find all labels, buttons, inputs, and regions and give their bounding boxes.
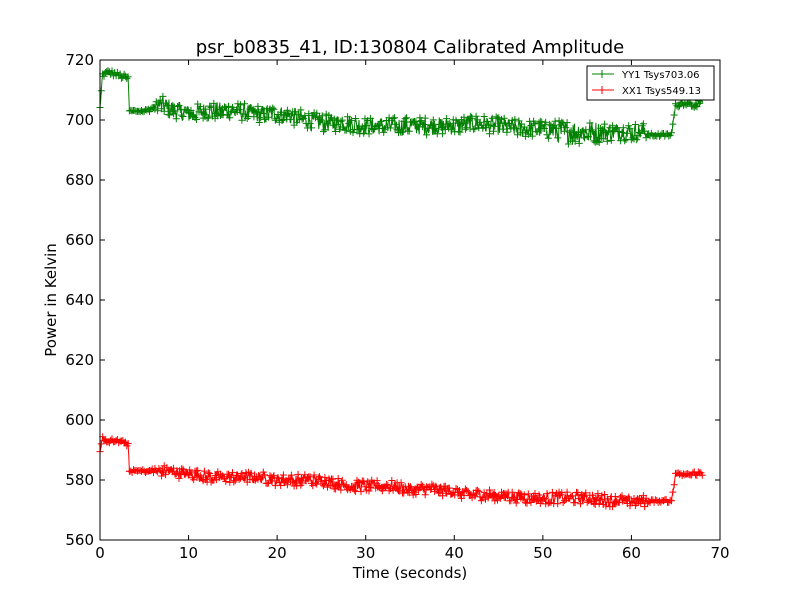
y-tick-label: 700 (65, 111, 94, 129)
x-tick-label: 70 (710, 544, 729, 562)
y-tick-label: 660 (65, 231, 94, 249)
y-tick-label: 600 (65, 411, 94, 429)
y-tick-label: 720 (65, 51, 94, 69)
x-tick-label: 20 (268, 544, 287, 562)
series-markers (96, 433, 706, 511)
x-tick-label: 0 (95, 544, 105, 562)
chart-title: psr_b0835_41, ID:130804 Calibrated Ampli… (196, 37, 624, 58)
y-axis-label: Power in Kelvin (42, 243, 60, 357)
y-tick-label: 560 (65, 531, 94, 549)
series-2 (96, 433, 706, 511)
axis-ticks: 0 10 20 30 40 50 60 70 560 580 600 620 640 660 680 700 7… (65, 51, 729, 562)
legend-marker (598, 86, 606, 94)
x-tick-label: 60 (622, 544, 641, 562)
y-tick-label: 680 (65, 171, 94, 189)
legend-item: XX1 Tsys549.13 (592, 86, 701, 97)
x-tick-label: 40 (445, 544, 464, 562)
legend-marker (598, 70, 606, 78)
legend: YY1 Tsys703.06 XX1 Tsys549.13 (586, 65, 715, 101)
legend-label: XX1 Tsys549.13 (622, 86, 701, 97)
legend-item: YY1 Tsys703.06 (592, 70, 700, 81)
plot-data (96, 67, 706, 511)
y-tick-label: 580 (65, 471, 94, 489)
legend-box (586, 65, 715, 101)
legend-label: YY1 Tsys703.06 (621, 70, 700, 81)
x-tick-label: 10 (179, 544, 198, 562)
x-axis-label: Time (seconds) (352, 564, 468, 582)
y-tick-label: 620 (65, 351, 94, 369)
x-tick-label: 50 (533, 544, 552, 562)
y-tick-label: 640 (65, 291, 94, 309)
x-tick-label: 30 (356, 544, 375, 562)
